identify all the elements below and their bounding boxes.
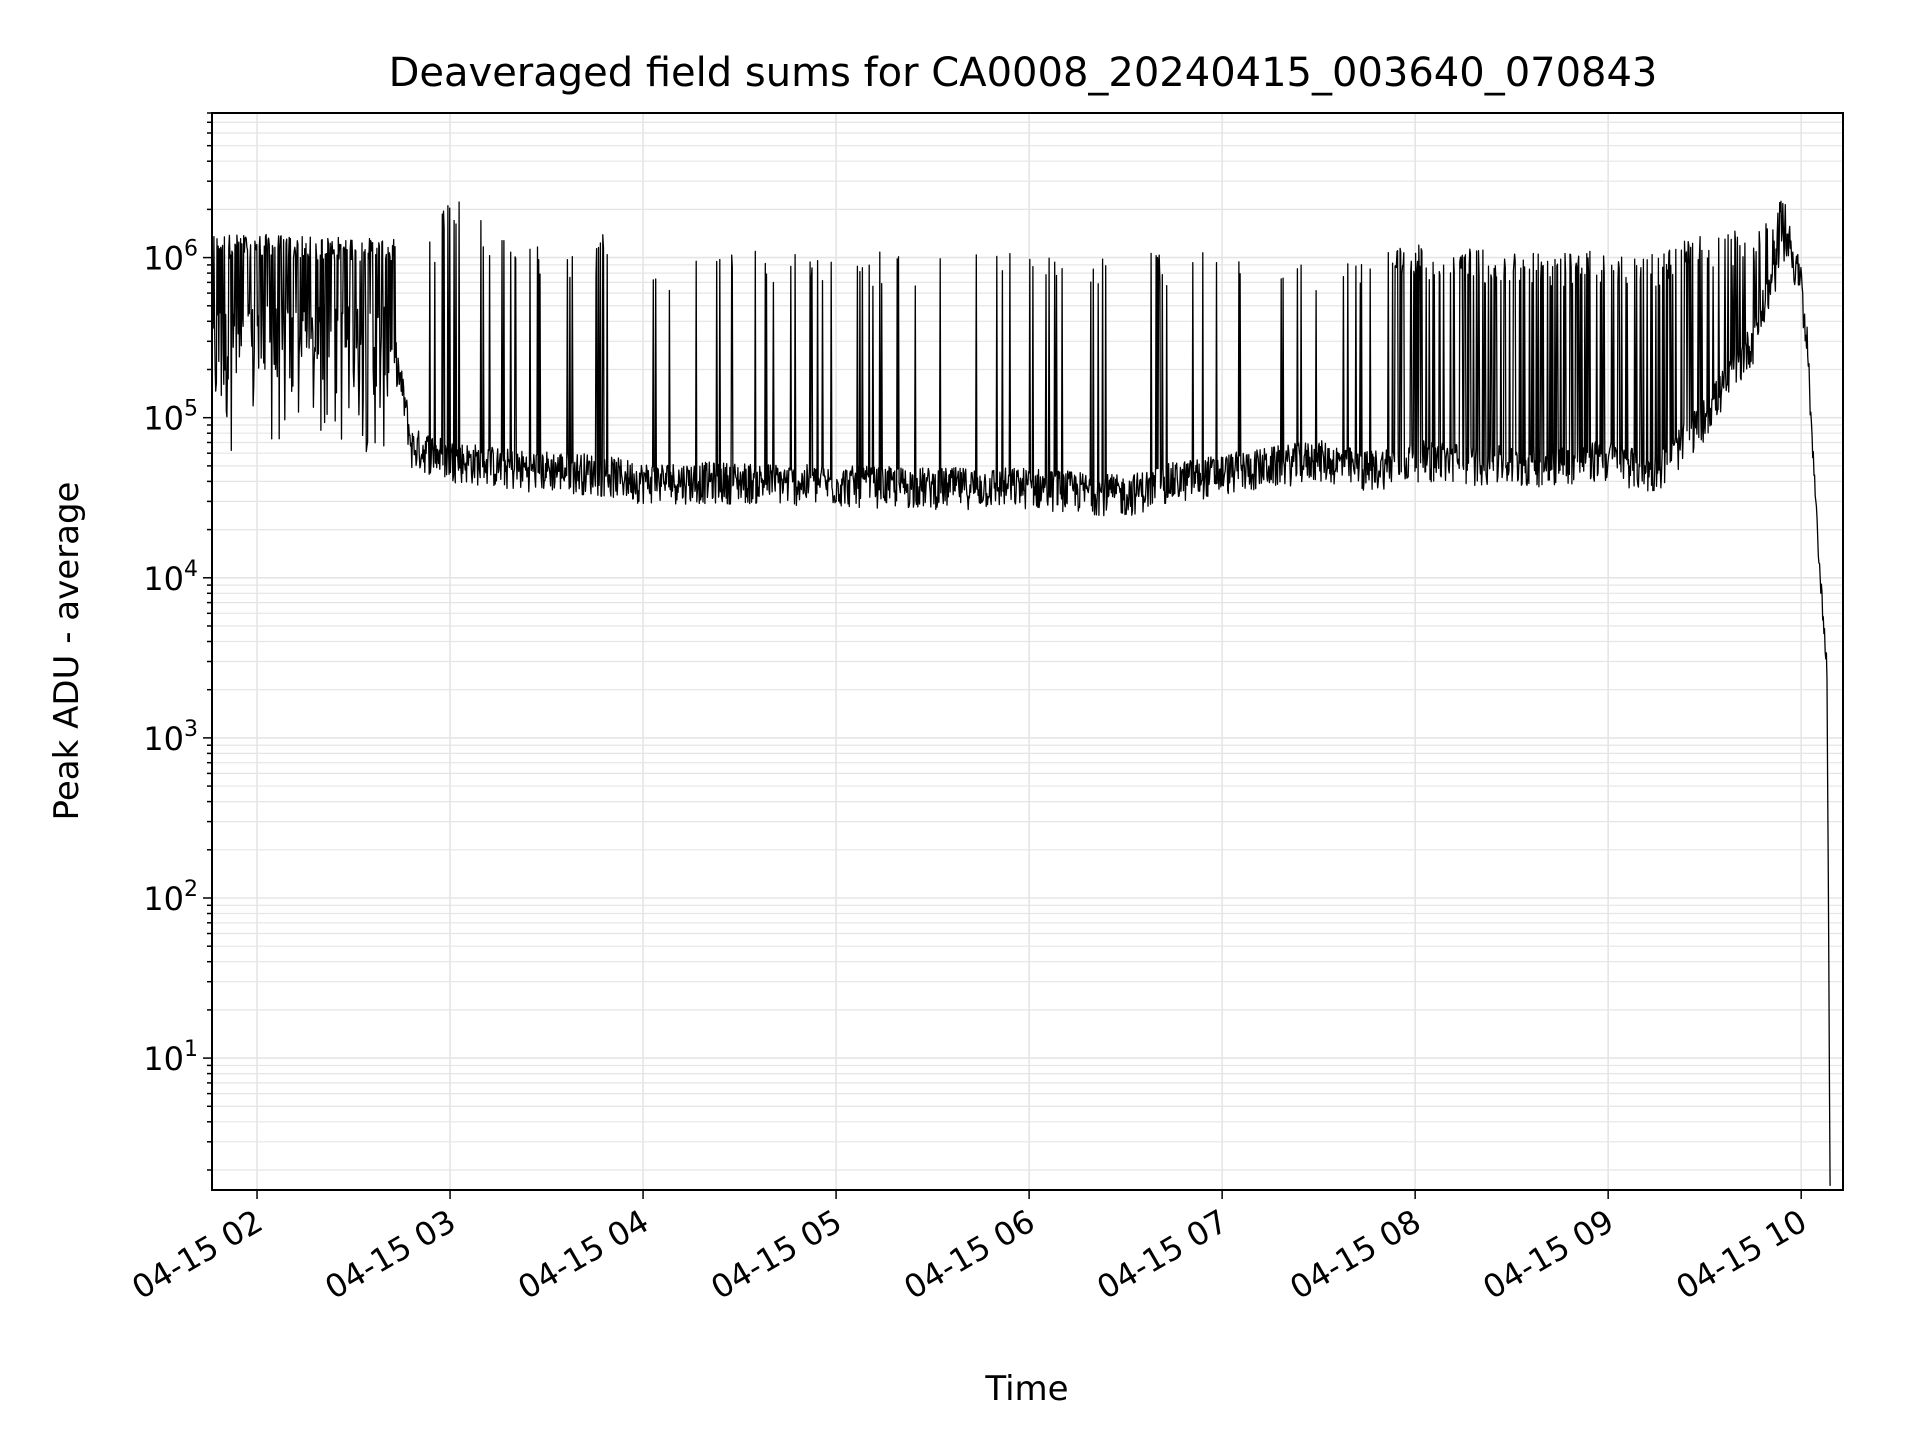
y-tick-label: 101	[143, 1037, 198, 1078]
y-axis-label: Peak ADU - average	[47, 482, 87, 821]
y-tick-label: 102	[143, 877, 198, 918]
y-tick-label: 104	[143, 557, 198, 598]
y-tick-label: 103	[143, 717, 198, 758]
y-tick-label: 106	[143, 237, 198, 278]
plot-frame	[211, 112, 1844, 1191]
y-tick-label: 105	[143, 397, 198, 438]
chart-title: Deaveraged field sums for CA0008_2024041…	[389, 50, 1658, 96]
series-line	[211, 200, 1831, 1186]
x-axis-label: Time	[984, 1369, 1068, 1409]
